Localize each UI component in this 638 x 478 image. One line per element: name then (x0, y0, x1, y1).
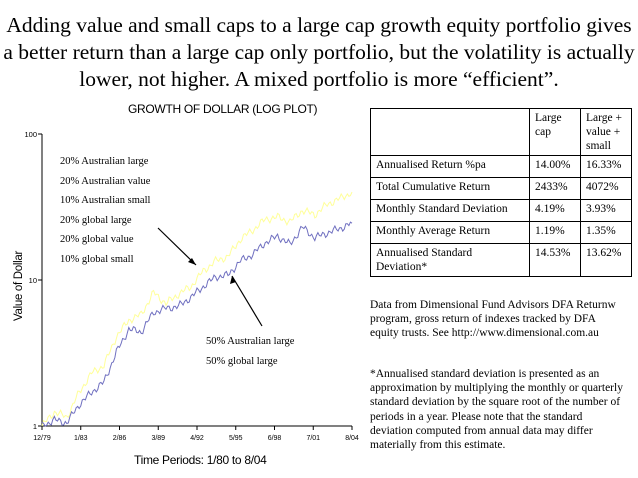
table-header-row: Large cap Large + value + small (370, 108, 632, 156)
arrow-large-head (230, 276, 236, 284)
table-cell: Monthly Standard Deviation (370, 199, 530, 222)
table-cell: 2433% (529, 177, 581, 200)
headline: Adding value and small caps to a large c… (3, 13, 635, 91)
table-cell: 3.93% (580, 199, 632, 222)
x-tick-label: 6/98 (268, 435, 282, 442)
y-tick-label: 100 (24, 130, 37, 139)
y-tick-label: 10 (29, 276, 37, 285)
x-tick-label: 1/83 (74, 435, 88, 442)
statistics-table: Large cap Large + value + small Annualis… (370, 108, 632, 277)
table-row: Monthly Standard Deviation 4.19% 3.93% (370, 199, 632, 222)
table-cell: Monthly Average Return (370, 221, 530, 244)
y-tick-label: 1 (33, 422, 37, 431)
table-header-cell (370, 108, 530, 156)
large-cap-line (41, 221, 353, 427)
table-header-cell: Large + value + small (580, 108, 632, 156)
x-tick-label: 2/86 (113, 435, 127, 442)
table-row: Annualised Return %pa 14.00% 16.33% (370, 155, 632, 178)
table-cell: 14.53% (529, 243, 581, 277)
table-cell: 13.62% (580, 243, 632, 277)
arrow-mixed-line (157, 227, 197, 266)
table-cell: 4072% (580, 177, 632, 200)
table-cell: Total Cumulative Return (370, 177, 530, 200)
x-tick-label: 3/89 (151, 435, 165, 442)
table-row: Monthly Average Return 1.19% 1.35% (370, 221, 632, 244)
table-cell: Annualised Standard Deviation* (370, 243, 530, 277)
mixed-portfolio-line (41, 191, 353, 427)
y-axis-label: Value of Dollar (13, 250, 25, 322)
legend-item: 20% global value (60, 234, 134, 246)
x-tick-label: 4/92 (190, 435, 204, 442)
legend-item: 50% global large (206, 355, 278, 367)
legend-item: 20% global large (60, 214, 132, 226)
arrow-mixed-head (188, 258, 196, 265)
table-cell: Annualised Return %pa (370, 155, 530, 178)
large-cap-legend: 50% Australian large 50% global large (206, 332, 294, 371)
table-cell: 14.00% (529, 155, 581, 178)
table-cell: 4.19% (529, 199, 581, 222)
legend-item: 20% Australian large (60, 156, 149, 167)
source-note: Data from Dimensional Fund Advisors DFA … (370, 299, 616, 340)
table-cell: 1.35% (580, 221, 632, 244)
legend-item: 50% Australian large (206, 336, 295, 347)
table-row: Annualised Standard Deviation* 14.53% 13… (370, 243, 632, 277)
mixed-portfolio-legend: 20% Australian large 20% Australian valu… (60, 152, 150, 270)
sd-footnote: *Annualised standard deviation is presen… (370, 368, 623, 452)
table-header-cell: Large cap (529, 108, 581, 156)
x-axis-label: Time Periods: 1/80 to 8/04 (134, 453, 267, 467)
table-cell: 1.19% (529, 221, 581, 244)
arrow-large-line (231, 275, 263, 327)
x-tick-label: 12/79 (33, 435, 51, 442)
legend-item: 20% Australian value (60, 175, 151, 187)
x-tick-label: 8/04 (345, 435, 359, 442)
table-cell: 16.33% (580, 155, 632, 178)
x-tick-label: 5/95 (229, 435, 243, 442)
legend-item: 10% global small (60, 253, 134, 265)
legend-item: 10% Australian small (60, 195, 151, 207)
x-tick-label: 7/01 (306, 435, 320, 442)
chart-title: GROWTH OF DOLLAR (LOG PLOT) (128, 102, 318, 116)
table-row: Total Cumulative Return 2433% 4072% (370, 177, 632, 200)
